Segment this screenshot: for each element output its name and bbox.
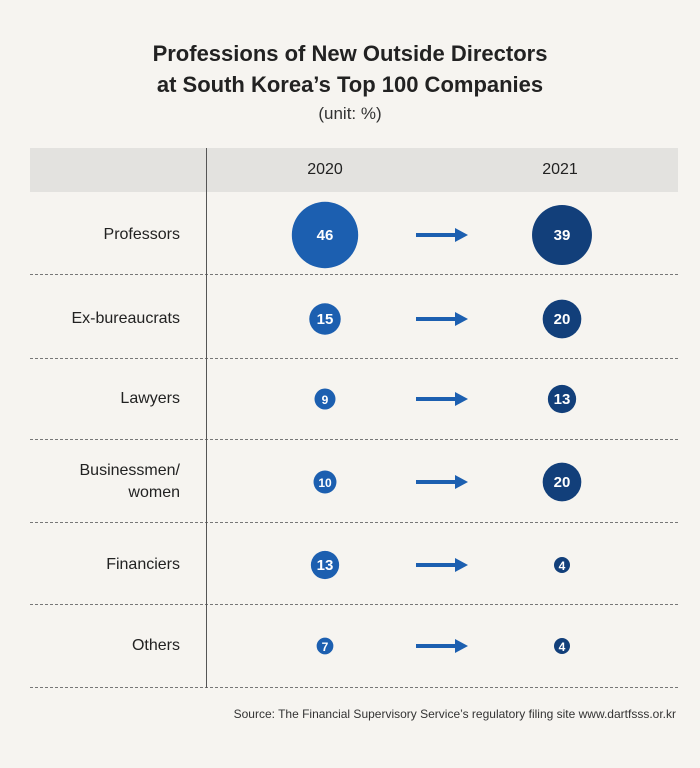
row-separator xyxy=(30,439,678,440)
bubble-value-2020: 46 xyxy=(317,227,334,244)
bubble-value-2021: 20 xyxy=(554,311,571,328)
bubble-value-2020: 10 xyxy=(318,476,332,490)
bubble-2021 xyxy=(542,299,582,339)
row-label-line: women xyxy=(128,484,180,501)
row-label: Businessmen/women xyxy=(30,460,181,504)
row-label: Ex-bureaucrats xyxy=(30,308,181,330)
bubble-value-2021: 4 xyxy=(559,559,566,573)
row-label-line: Others xyxy=(131,637,180,654)
row-label: Professors xyxy=(30,224,180,246)
row-label: Others xyxy=(30,635,180,657)
row-label-line: Professors xyxy=(103,226,180,243)
bubble-2020 xyxy=(316,637,334,655)
header-band xyxy=(30,148,678,192)
row-label-line: Lawyers xyxy=(120,390,180,407)
row-label: Financiers xyxy=(30,554,180,576)
arrow-icon xyxy=(416,558,468,572)
bubble-2021 xyxy=(547,384,577,414)
row-separator xyxy=(30,687,678,688)
bubble-2021 xyxy=(532,205,592,265)
bubble-value-2021: 4 xyxy=(559,640,566,654)
bubble-2021 xyxy=(542,462,582,502)
bubble-value-2020: 13 xyxy=(317,557,334,574)
bubble-value-2020: 15 xyxy=(317,311,334,328)
bubble-value-2021: 20 xyxy=(554,474,571,491)
bubble-2020 xyxy=(291,201,359,269)
row-label: Lawyers xyxy=(30,388,180,410)
arrow-icon xyxy=(416,228,468,242)
chart-title-line-1: Professions of New Outside Directors xyxy=(152,41,548,66)
row-label-line: Ex-bureaucrats xyxy=(71,310,181,327)
column-header-2021: 2021 xyxy=(542,161,578,178)
bubble-value-2020: 7 xyxy=(322,640,329,654)
bubble-2021 xyxy=(554,557,570,573)
row-separator xyxy=(30,522,678,523)
column-divider xyxy=(206,148,207,688)
row-label-line: Businessmen/ xyxy=(79,462,181,479)
bubble-2020 xyxy=(314,388,336,410)
bubble-2020 xyxy=(309,303,341,335)
bubble-2020 xyxy=(313,470,337,494)
column-header-2020: 2020 xyxy=(307,161,343,178)
arrow-icon xyxy=(416,312,468,326)
source-note: Source: The Financial Supervisory Servic… xyxy=(233,707,676,721)
bubble-2021 xyxy=(554,638,570,654)
chart-title: Professions of New Outside Directors at … xyxy=(0,38,700,100)
row-separator xyxy=(30,274,678,275)
bubble-value-2021: 39 xyxy=(554,227,571,244)
bubble-2020 xyxy=(310,550,340,580)
chart-title-line-2: at South Korea’s Top 100 Companies xyxy=(156,72,544,97)
row-label-line: Financiers xyxy=(106,556,180,573)
arrow-icon xyxy=(416,639,468,653)
arrow-icon xyxy=(416,475,468,489)
bubble-value-2020: 9 xyxy=(322,393,329,407)
unit-label: (unit: %) xyxy=(318,104,382,123)
row-separator xyxy=(30,358,678,359)
arrow-icon xyxy=(416,392,468,406)
row-separator xyxy=(30,604,678,605)
bubble-value-2021: 13 xyxy=(554,391,571,408)
